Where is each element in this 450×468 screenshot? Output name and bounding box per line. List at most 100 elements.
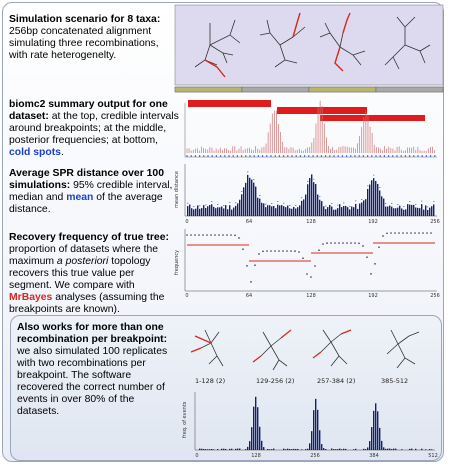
cold-spot-marker: [429, 155, 432, 157]
spr-bar: [389, 205, 391, 216]
cold-spot-marker: [224, 155, 226, 157]
section4-text: Recovery frequency of true tree: proport…: [9, 232, 179, 316]
cold-spot-marker: [291, 155, 293, 157]
event-bar: [207, 449, 209, 450]
event-bar: [429, 449, 431, 450]
spr-bar: [299, 205, 301, 216]
event-bar: [391, 449, 393, 450]
event-bar: [353, 449, 355, 450]
cold-spot-marker: [354, 155, 356, 157]
event-bar: [287, 448, 289, 450]
spr-bar: [295, 208, 297, 216]
spr-bar: [331, 206, 333, 216]
spr-bar: [351, 206, 353, 216]
map-recovery-point: [334, 242, 336, 244]
cold-spot-marker: [425, 155, 428, 157]
tree-4: [384, 16, 431, 70]
event-bar: [315, 398, 317, 450]
spr-bar: [197, 205, 199, 216]
map-recovery-point: [402, 232, 404, 234]
segment-label-1: 1-128 (2): [195, 377, 225, 385]
event-bar: [205, 449, 207, 450]
spr-bar: [403, 209, 405, 216]
fig4-y-label: frequency: [174, 250, 180, 275]
spr-bar: [241, 194, 243, 216]
spr-bar: [333, 209, 335, 216]
spr-bar: [237, 203, 239, 216]
cold-spot-marker: [366, 155, 369, 157]
event-bar: [221, 448, 223, 450]
multi-recombination-box: [10, 315, 442, 461]
section1-text: Simulation scenario for 8 taxa: 256bp co…: [9, 14, 177, 62]
cold-spot-marker: [308, 155, 310, 157]
cold-spot-marker: [421, 155, 423, 157]
event-bar: [249, 441, 251, 450]
event-bar: [339, 448, 341, 450]
section4-body-b: topology recovers this true value per se…: [9, 256, 151, 291]
spr-bar: [319, 199, 321, 216]
map-recovery-point: [198, 234, 200, 236]
tree5-2: [252, 329, 292, 371]
cold-spot-marker: [249, 155, 251, 157]
spr-bar: [337, 208, 339, 216]
cold-spot-marker: [320, 155, 323, 157]
event-bar: [213, 449, 215, 450]
event-bar: [431, 449, 433, 450]
map-recovery-point: [314, 265, 316, 267]
spr-bar: [315, 184, 317, 216]
section4-italic: a posteriori: [56, 256, 109, 267]
cold-spot-marker: [228, 155, 230, 157]
spr-bar: [195, 208, 197, 216]
event-bar: [321, 444, 323, 450]
map-recovery-point: [326, 242, 328, 244]
event-bar: [269, 449, 271, 450]
map-recovery-point: [274, 250, 276, 252]
map-recovery-point: [186, 234, 188, 236]
spr-bar: [383, 198, 385, 216]
cold-spot-marker: [341, 155, 344, 157]
fig3-x-tick: 128: [306, 219, 316, 225]
event-bar: [385, 448, 387, 450]
map-recovery-point: [226, 234, 228, 236]
map-recovery-point: [246, 265, 248, 267]
spr-bar: [189, 204, 191, 216]
spr-bar: [269, 205, 271, 216]
section3-body-b: of the average distance.: [9, 192, 163, 215]
cold-spot-marker: [337, 155, 339, 157]
spr-bar: [387, 206, 389, 216]
cold-spot-marker: [240, 155, 243, 157]
cold-spot-marker: [295, 155, 297, 157]
spr-bar: [427, 209, 429, 216]
spr-bar: [415, 207, 417, 216]
spr-bar: [187, 206, 189, 216]
spr-bar: [273, 205, 275, 216]
event-bar: [335, 449, 337, 450]
map-recovery-point: [382, 235, 384, 237]
event-bar: [201, 448, 203, 450]
spr-bar: [193, 209, 195, 216]
spr-bar: [313, 182, 315, 216]
cold-spot-marker: [219, 155, 222, 157]
event-bar: [319, 430, 321, 450]
map-recovery-point: [358, 242, 360, 245]
cold-spot-marker: [434, 155, 436, 157]
spr-bar: [253, 182, 255, 216]
segment-label-3: 257-384 (2): [317, 377, 355, 385]
map-recovery-point: [282, 250, 284, 252]
event-bar: [237, 448, 239, 450]
spr-bar: [357, 208, 359, 216]
map-recovery-point: [298, 251, 300, 253]
event-bar: [291, 449, 293, 450]
cold-spot-marker: [387, 155, 390, 157]
map-recovery-point: [342, 242, 344, 244]
cold-spot-marker: [413, 155, 415, 157]
spr-bar: [405, 209, 407, 216]
event-frequency-bars: [199, 396, 433, 450]
event-bar: [313, 410, 315, 450]
spr-bar: [233, 207, 235, 216]
cold-spot-marker: [236, 155, 239, 157]
spr-bar: [325, 209, 327, 216]
spr-bar: [297, 207, 299, 216]
event-bar: [239, 448, 241, 450]
map-recovery-point: [194, 234, 196, 236]
